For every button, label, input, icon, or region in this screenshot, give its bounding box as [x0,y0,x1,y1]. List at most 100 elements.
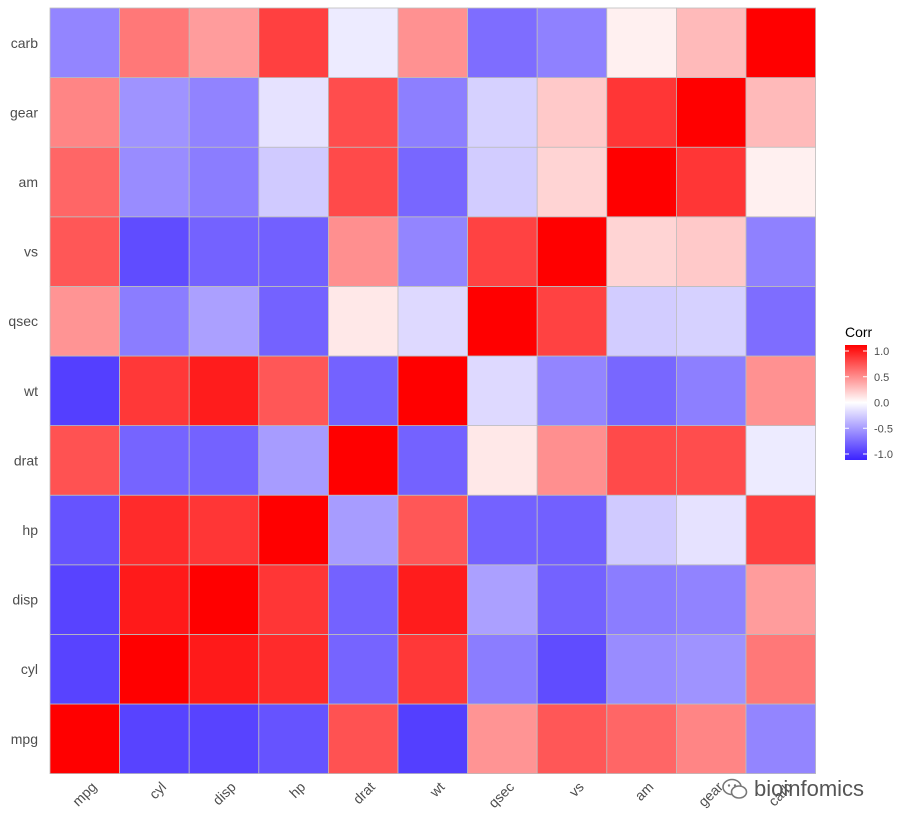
heatmap-cell-disp-vs [536,564,608,635]
heatmap-cell-disp-qsec [467,564,538,635]
x-axis-ticks: mpg cyl disp hp drat wt qsec vs am gear carb [69,778,796,810]
heatmap-cell-cyl-wt [397,634,468,705]
heatmap-cell-carb-mpg [49,7,120,78]
y-tick-label-carb: carb [11,35,38,51]
heatmap-cell-am-hp [258,146,329,218]
heatmap-cell-wt-wt [397,355,468,426]
y-tick-label-hp: hp [22,522,38,538]
heatmap-cell-qsec-wt [397,285,468,357]
heatmap-cell-mpg-vs [536,703,608,774]
heatmap-cell-hp-carb [745,494,816,566]
heatmap-cell-mpg-cyl [119,703,190,774]
heatmap-cell-am-cyl [119,146,190,218]
heatmap-cell-am-drat [327,146,399,218]
heatmap-cell-am-am [606,146,677,218]
heatmap-cell-mpg-am [606,703,677,774]
y-axis-ticks: mpg cyl disp hp drat wt qsec vs am gear carb [8,35,38,747]
heatmap-cell-disp-am [606,564,677,635]
heatmap-cell-carb-gear [676,7,747,78]
heatmap-cell-cyl-cyl [119,634,190,705]
heatmap-cell-drat-drat [327,425,399,496]
y-tick-label-mpg: mpg [11,731,38,747]
heatmap-cell-drat-am [606,425,677,496]
heatmap-cell-gear-mpg [49,77,120,148]
heatmap-cell-gear-vs [536,77,608,148]
y-tick-label-wt: wt [23,383,38,399]
heatmap-cell-carb-disp [188,7,260,78]
heatmap-cell-vs-mpg [49,216,120,287]
heatmap-cell-cyl-hp [258,634,329,705]
wechat-icon [722,778,748,799]
heatmap-cell-carb-carb [745,7,816,78]
heatmap-cell-hp-am [606,494,677,566]
heatmap-cell-vs-wt [397,216,468,287]
heatmap-cell-mpg-gear [676,703,747,774]
heatmap-cell-mpg-wt [397,703,468,774]
heatmap-cell-vs-vs [536,216,608,287]
y-tick-label-cyl: cyl [21,661,38,677]
heatmap-cell-wt-mpg [49,355,120,426]
heatmap-cell-carb-am [606,7,677,78]
heatmap-cell-cyl-mpg [49,634,120,705]
heatmap-cell-qsec-gear [676,285,747,357]
heatmap-cell-mpg-mpg [49,703,120,774]
heatmap-cell-drat-cyl [119,425,190,496]
heatmap-cell-am-vs [536,146,608,218]
heatmap-cell-qsec-cyl [119,285,190,357]
heatmap-cell-hp-hp [258,494,329,566]
heatmap-cell-drat-wt [397,425,468,496]
y-tick-label-disp: disp [12,592,38,608]
heatmap-cell-carb-drat [327,7,399,78]
x-tick-label-wt: wt [426,779,448,801]
heatmap-cell-hp-gear [676,494,747,566]
heatmap-cell-qsec-vs [536,285,608,357]
heatmap-cell-qsec-mpg [49,285,120,357]
legend-tick-label: 0.0 [874,398,889,410]
heatmap-cell-vs-am [606,216,677,287]
heatmap-cell-gear-carb [745,77,816,148]
heatmap-cell-hp-drat [327,494,399,566]
x-tick-label-qsec: qsec [485,779,517,811]
heatmap-cell-carb-hp [258,7,329,78]
heatmap-cell-drat-carb [745,425,816,496]
heatmap-cell-drat-mpg [49,425,120,496]
heatmap-cell-drat-hp [258,425,329,496]
heatmap-cell-gear-drat [327,77,399,148]
heatmap-cell-carb-wt [397,7,468,78]
heatmap-cell-vs-disp [188,216,260,287]
heatmap-cell-hp-vs [536,494,608,566]
heatmap-cell-disp-disp [188,564,260,635]
heatmap-cell-hp-cyl [119,494,190,566]
heatmap-cell-gear-hp [258,77,329,148]
heatmap-cell-disp-mpg [49,564,120,635]
heatmap-cell-carb-vs [536,7,608,78]
heatmap-cell-drat-vs [536,425,608,496]
heatmap-cell-hp-mpg [49,494,120,566]
heatmap-cell-vs-gear [676,216,747,287]
heatmap-cell-vs-cyl [119,216,190,287]
heatmap-cell-mpg-qsec [467,703,538,774]
heatmap-cell-cyl-vs [536,634,608,705]
heatmap-cell-drat-qsec [467,425,538,496]
heatmap-cell-vs-hp [258,216,329,287]
heatmap-cell-am-gear [676,146,747,218]
x-tick-label-vs: vs [566,779,587,800]
heatmap-cell-wt-am [606,355,677,426]
heatmap-cell-qsec-qsec [467,285,538,357]
heatmap-cell-gear-disp [188,77,260,148]
heatmap-cell-cyl-drat [327,634,399,705]
heatmap-cell-am-wt [397,146,468,218]
heatmap-cell-qsec-am [606,285,677,357]
heatmap-cell-disp-gear [676,564,747,635]
heatmap-cell-disp-drat [327,564,399,635]
watermark: bioinfomics [722,776,864,802]
heatmap-cell-gear-am [606,77,677,148]
heatmap-cell-qsec-carb [745,285,816,357]
heatmap-cell-wt-carb [745,355,816,426]
heatmap-cell-mpg-disp [188,703,260,774]
x-tick-label-mpg: mpg [69,779,100,810]
legend-tick-label: 1.0 [874,346,889,358]
heatmap-cell-gear-qsec [467,77,538,148]
heatmap-cells [49,7,816,774]
heatmap-cell-hp-qsec [467,494,538,566]
